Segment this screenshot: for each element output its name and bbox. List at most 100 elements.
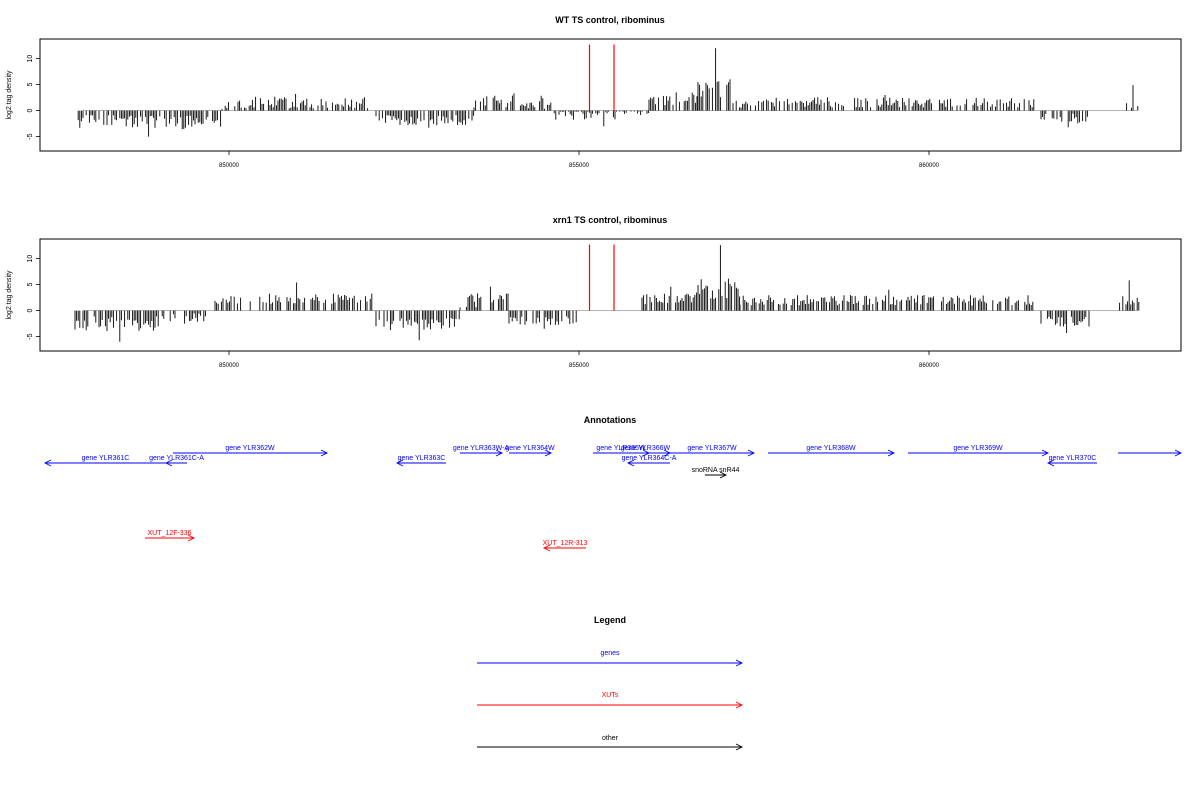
feature-gene: gene YLR362W [173,445,329,457]
density-bars [161,310,206,324]
feature-label: XUT_12F-336 [148,530,192,537]
y-axis-label: log2 tag density [6,270,13,320]
feature-layer: gene YLR361C gene YLR361C-A gene YLR362W ge… [43,445,1183,552]
density-bars [553,110,650,127]
feature-label: gene YLR368W [806,445,856,452]
feature-gene: gene YLR364C-A [622,455,677,467]
arrowhead [544,449,553,457]
feature-gene: gene YLR361C [43,455,166,467]
arrowhead [626,459,635,467]
arrowhead [887,449,896,457]
density-bars [732,95,1035,111]
feature-gene: gene YLR363W-A [453,445,509,457]
legend-label-genes: genes [600,650,620,657]
arrowhead [320,449,329,457]
y-tick-label: 0 [27,109,34,113]
density-bars [77,110,222,137]
feature-gene: gene YLR369W [908,445,1050,457]
feature-label: gene YLR367W [687,445,737,452]
feature-gene: gene YLR368W [768,445,896,457]
feature-label: XUT_12R-313 [543,540,588,547]
legend-title: Legend [594,615,626,625]
feature-label: gene YLR361C-A [149,455,204,462]
feature-label: snoRNA snR44 [692,467,740,474]
feature-label: gene YLR370C [1049,455,1097,462]
feature-label: gene YLR363W-A [453,445,509,452]
density-bars [1040,110,1088,128]
panel-title: xrn1 TS control, ribominus [553,215,668,225]
x-tick-label: 850000 [219,163,240,169]
plot-area: 850000 855000 860000 [36,44,1139,169]
density-bars [1040,310,1090,333]
feature-xut: XUT_12F-336 [145,530,196,542]
density-bars [1126,85,1139,111]
legend-arrowhead [735,701,744,709]
arrowhead [495,449,504,457]
arrowhead [1046,459,1055,467]
feature-xut: XUT_12R-313 [542,540,588,552]
y-axis-label: log2 tag density [6,70,13,120]
annotations-track: Annotations gene YLR361C gene YLR361C-Age… [43,415,1183,552]
y-tick-label: -5 [27,133,34,139]
feature-other: snoRNA snR44 [692,467,740,479]
x-tick-label: 860000 [919,163,940,169]
arrowhead [719,471,728,479]
feature-gene: gene YLR367W [670,445,756,457]
y-tick-labels: -5 0 5 10 [27,255,34,340]
density-bars [508,310,577,329]
density-bars [221,94,369,111]
legend-label-xuts: XUTs [602,692,619,699]
annotations-title: Annotations [584,415,637,425]
x-tick-label: 855000 [569,363,590,369]
density-bars [1119,280,1140,311]
y-tick-label: -5 [27,333,34,339]
arrowhead [1174,449,1183,457]
density-bars [739,289,1034,311]
plot-frame [39,38,1182,152]
density-bars [214,282,373,311]
legend-arrows [477,659,744,751]
feature-label: gene YLR362W [225,445,275,452]
arrowhead [43,459,52,467]
feature-label: gene YLR365W [596,445,646,452]
arrowhead [164,459,173,467]
y-tick-label: 5 [27,283,34,287]
density-bars [375,310,460,341]
y-tick-label: 0 [27,309,34,313]
feature-gene: gene YLR370C [1046,455,1097,467]
y-tick-labels: -5 0 5 10 [27,55,34,140]
density-bars [697,48,731,111]
arrowhead [187,534,196,542]
legend-arrowhead [735,659,744,667]
feature-label: gene YLR369W [953,445,1003,452]
arrowhead [395,459,404,467]
y-tick-label: 10 [27,55,34,63]
feature-gene [1118,449,1183,457]
density-bars [473,93,552,111]
y-tick-label: 10 [27,255,34,263]
x-tick-label: 850000 [219,363,240,369]
panel-wt: WT TS control, ribominus log2 tag densit… [6,15,1182,169]
density-bars [697,245,741,311]
density-bars [74,310,159,342]
arrowhead [1041,449,1050,457]
x-tick-label: 855000 [569,163,590,169]
legend-label-other: other [602,735,619,742]
x-tick-label: 860000 [919,363,940,369]
arrowhead [542,544,551,552]
y-tick-label: 5 [27,83,34,87]
feature-gene: gene YLR363C [395,455,446,467]
legend: Legend genes XUTs other [477,615,744,751]
feature-label: gene YLR364W [505,445,555,452]
feature-label: gene YLR364C-A [622,455,677,462]
density-bars [641,286,697,311]
feature-gene: gene YLR361C-A [149,455,204,467]
panel-xrn1: xrn1 TS control, ribominus log2 tag dens… [6,215,1182,369]
legend-arrowhead [735,743,744,751]
density-bars [459,286,509,311]
density-bars [648,92,698,111]
feature-label: gene YLR366W [621,445,671,452]
feature-label: gene YLR361C [82,455,130,462]
arrowhead [747,449,756,457]
